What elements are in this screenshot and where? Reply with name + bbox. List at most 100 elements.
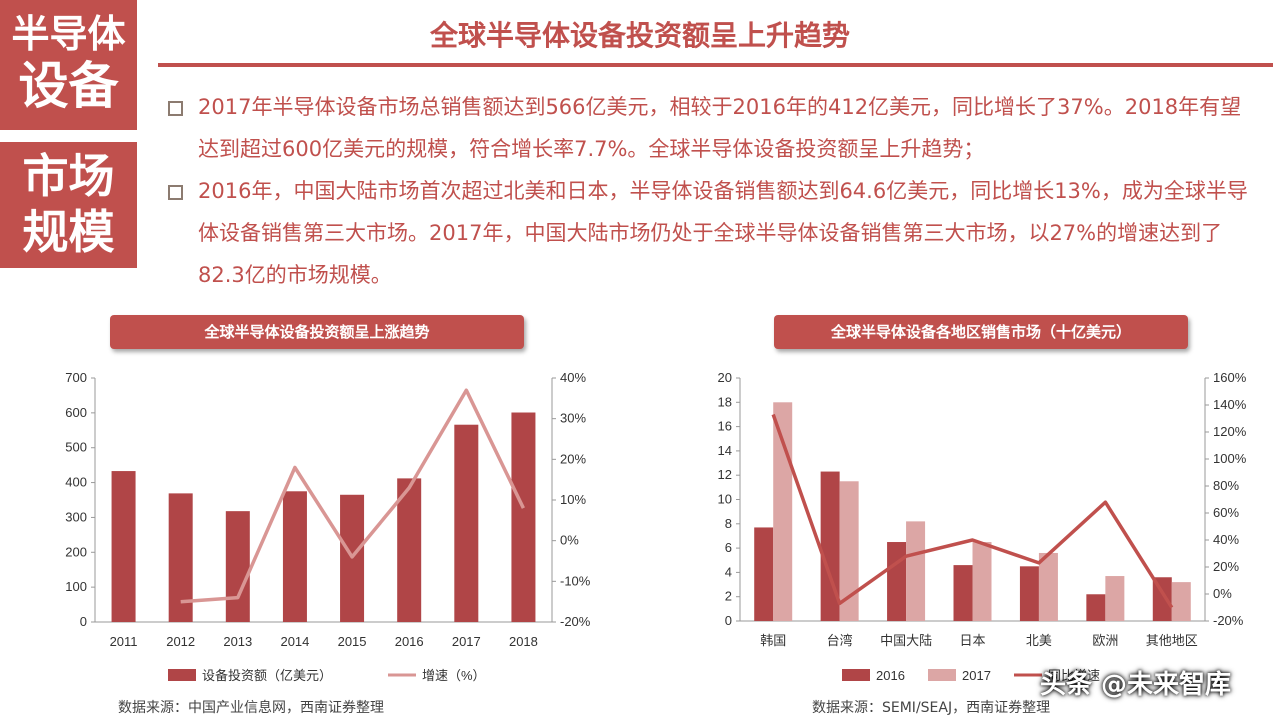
x-tick-label: 中国大陆	[880, 633, 932, 648]
x-tick-label: 2015	[338, 634, 367, 649]
x-tick-label: 2013	[223, 634, 252, 649]
page-title: 全球半导体设备投资额呈上升趋势	[429, 19, 850, 52]
chart-source: 数据来源：中国产业信息网，西南证券整理	[118, 700, 384, 716]
y-right-tick-label: 40%	[1213, 532, 1239, 547]
bar	[887, 542, 907, 621]
regional-sales-chart: 0 2 4 6 8 10 12 14 16 18 20 -20% 0% 20% 40% 60% 80% 100% 1…	[718, 370, 1247, 683]
sidebar-label-line: 半导体	[11, 12, 126, 56]
y-left-tick-label: 2	[725, 589, 732, 604]
y-right-tick-label: -10%	[560, 573, 591, 588]
bar	[111, 471, 136, 622]
legend-label: 设备投资额（亿美元）	[202, 668, 332, 683]
bar	[906, 521, 926, 621]
x-tick-label: 其他地区	[1146, 633, 1198, 648]
x-tick-label: 北美	[1026, 633, 1052, 648]
y-right-tick-label: 100%	[1213, 451, 1247, 466]
x-tick-label: 2016	[395, 634, 424, 649]
bar	[1038, 552, 1058, 621]
x-tick-label: 2011	[110, 634, 138, 649]
bar	[1171, 582, 1191, 621]
sidebar-label-box-2: 市场 规模	[0, 142, 137, 268]
bar	[820, 471, 840, 621]
legend-swatch	[842, 669, 870, 681]
y-right-tick-label: 0%	[560, 533, 579, 548]
bar	[397, 478, 422, 622]
series-line	[180, 388, 525, 604]
bullet-text: 2017年半导体设备市场总销售额达到566亿美元，相较于2016年的412亿美元…	[198, 95, 1242, 161]
y-right-tick-label: 60%	[1213, 505, 1239, 520]
sidebar-label-box-1: 半导体 设备	[0, 0, 137, 130]
bar	[972, 542, 992, 621]
y-right-tick-label: 0%	[1213, 586, 1232, 601]
y-right-tick-label: 40%	[560, 370, 586, 385]
bullet-text: 2016年，中国大陆市场首次超过北美和日本，半导体设备销售额达到64.6亿美元，…	[198, 179, 1248, 287]
legend-swatch	[168, 669, 196, 681]
bar	[1105, 576, 1125, 621]
y-right-tick-label: 10%	[560, 492, 586, 507]
x-tick-label: 台湾	[827, 633, 853, 648]
y-left-tick-label: 10	[718, 492, 732, 507]
bullet-item: 2017年半导体设备市场总销售额达到566亿美元，相较于2016年的412亿美元…	[168, 86, 1248, 170]
y-left-tick-label: 100	[65, 579, 87, 594]
y-left-tick-label: 4	[725, 564, 732, 579]
bar	[225, 511, 250, 622]
y-left-tick-label: 6	[725, 540, 732, 555]
y-right-tick-label: 20%	[560, 451, 586, 466]
y-right-tick-label: 80%	[1213, 478, 1239, 493]
y-left-tick-label: 600	[65, 405, 87, 420]
sidebar-label-line: 市场	[22, 149, 115, 203]
legend-label: 2016	[876, 668, 905, 683]
x-tick-label: 2014	[280, 634, 309, 649]
title-divider	[158, 63, 1273, 67]
watermark: 头条 @未来智库	[1040, 670, 1232, 700]
x-tick-label: 欧洲	[1092, 633, 1118, 648]
y-left-tick-label: 200	[65, 544, 87, 559]
series-line	[771, 413, 1174, 609]
x-tick-label: 日本	[959, 633, 985, 648]
sidebar-label-line: 设备	[18, 57, 119, 115]
y-left-tick-label: 300	[65, 509, 87, 524]
bar	[754, 527, 774, 621]
y-left-tick-label: 18	[718, 394, 732, 409]
y-right-tick-label: 160%	[1213, 370, 1247, 385]
bar	[282, 491, 307, 622]
legend-label: 增速（%）	[422, 668, 486, 683]
bullet-item: 2016年，中国大陆市场首次超过北美和日本，半导体设备销售额达到64.6亿美元，…	[168, 170, 1248, 296]
square-bullet-icon	[168, 185, 183, 200]
investment-chart: 0 100 200 300 400 500 600 700 -20% -10% 0% 10% 20% 30…	[65, 370, 591, 683]
y-left-tick-label: 700	[65, 370, 87, 385]
x-tick-label: 2017	[452, 634, 481, 649]
y-right-tick-label: 20%	[1213, 559, 1239, 574]
legend-label: 2017	[962, 668, 991, 683]
y-left-tick-label: 12	[718, 467, 732, 482]
y-right-tick-label: 30%	[560, 411, 586, 426]
sidebar-label-line: 规模	[22, 205, 115, 259]
bar	[1086, 594, 1106, 621]
chart-source: 数据来源：SEMI/SEAJ，西南证券整理	[812, 700, 1051, 716]
chart-title-banner: 全球半导体设备投资额呈上涨趋势	[110, 315, 524, 349]
bar	[1152, 577, 1172, 621]
y-left-tick-label: 500	[65, 440, 87, 455]
x-tick-label: 韩国	[760, 633, 786, 648]
legend-swatch	[928, 669, 956, 681]
bar	[953, 565, 973, 621]
y-right-tick-label: -20%	[1213, 613, 1244, 628]
y-right-tick-label: -20%	[560, 614, 591, 629]
y-left-tick-label: 16	[718, 419, 732, 434]
y-left-tick-label: 14	[718, 443, 732, 458]
bar	[454, 424, 479, 622]
bar	[839, 481, 859, 621]
x-tick-label: 2018	[509, 634, 538, 649]
bar	[511, 412, 536, 622]
y-right-tick-label: 140%	[1213, 397, 1247, 412]
x-tick-label: 2012	[166, 634, 195, 649]
bar	[1019, 566, 1039, 621]
square-bullet-icon	[168, 101, 183, 116]
bar	[773, 402, 793, 621]
y-left-tick-label: 400	[65, 475, 87, 490]
y-left-tick-label: 0	[80, 614, 87, 629]
chart-title-banner: 全球半导体设备各地区销售市场（十亿美元）	[774, 315, 1188, 349]
y-left-tick-label: 0	[725, 613, 732, 628]
legend-label: 同比增速	[1048, 668, 1100, 683]
y-left-tick-label: 20	[718, 370, 732, 385]
